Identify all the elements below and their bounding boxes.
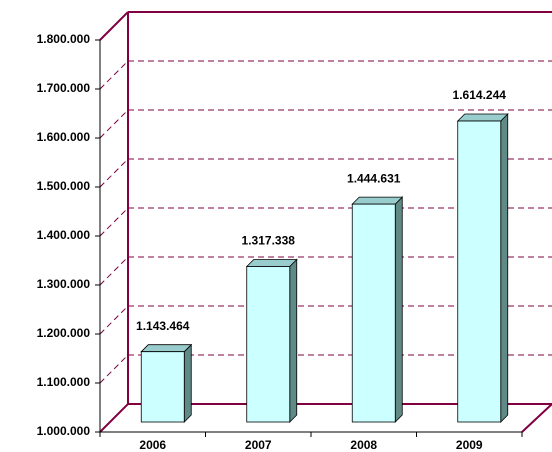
- side-top: [99, 11, 129, 41]
- y-tick-label: 1.400.000: [37, 228, 91, 242]
- bar: [140, 351, 185, 423]
- y-tick-label: 1.700.000: [37, 81, 91, 95]
- grid-line-side: [99, 305, 129, 335]
- grid-line-side: [99, 256, 129, 286]
- bar-top: [245, 259, 298, 267]
- bar: [457, 120, 502, 423]
- floor: [99, 403, 552, 433]
- grid-line-side: [99, 60, 129, 90]
- grid-line-side: [99, 207, 129, 237]
- bar-top: [140, 344, 193, 353]
- x-tick-label: 2008: [350, 438, 377, 452]
- bar-side: [183, 343, 192, 423]
- y-tick-label: 1.600.000: [37, 130, 91, 144]
- bar-side: [289, 258, 298, 423]
- grid-line-side: [99, 158, 129, 188]
- x-tick-label: 2009: [456, 438, 483, 452]
- data-label: 1.317.338: [242, 234, 296, 248]
- x-tick-label: 2007: [245, 438, 272, 452]
- y-tick-label: 1.500.000: [37, 179, 91, 193]
- y-tick-label: 1.100.000: [37, 375, 91, 389]
- bar-top: [456, 113, 509, 122]
- bar-top: [351, 196, 404, 205]
- y-tick-label: 1.000.000: [37, 424, 91, 438]
- data-label: 1.614.244: [453, 88, 507, 102]
- y-tick-label: 1.300.000: [37, 277, 91, 291]
- y-tick-label: 1.800.000: [37, 32, 91, 46]
- x-tick-label: 2006: [139, 438, 166, 452]
- y-tick-label: 1.200.000: [37, 326, 91, 340]
- grid-line-side: [99, 109, 129, 139]
- bar-side: [500, 113, 509, 423]
- grid-line-side: [99, 354, 129, 384]
- bar-side: [394, 196, 403, 423]
- data-label: 1.444.631: [347, 171, 401, 185]
- bar: [351, 203, 396, 423]
- data-label: 1.143.464: [136, 319, 190, 333]
- bar: [246, 266, 291, 423]
